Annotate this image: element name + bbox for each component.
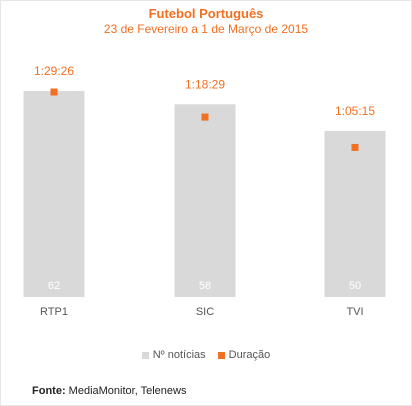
x-tick-label-rtp1: RTP1 bbox=[40, 306, 68, 318]
legend-swatch-point bbox=[217, 351, 225, 359]
bar-sic[interactable] bbox=[174, 104, 236, 298]
point-duracao-rtp1[interactable] bbox=[50, 88, 58, 96]
point-duracao-sic[interactable] bbox=[201, 113, 209, 121]
legend-item-duracao[interactable]: Duração bbox=[217, 349, 271, 361]
bar-rtp1[interactable] bbox=[23, 91, 85, 297]
source-prefix: Fonte: bbox=[32, 385, 66, 397]
legend-swatch-bar bbox=[141, 351, 149, 359]
source-text: MediaMonitor, Telenews bbox=[68, 385, 187, 397]
legend-label-duracao: Duração bbox=[228, 349, 271, 361]
legend-item-noticias[interactable]: Nº notícias bbox=[141, 349, 206, 361]
chart-legend[interactable]: Nº notícias Duração bbox=[0, 349, 412, 361]
bar-value-label-rtp1: 62 bbox=[48, 280, 60, 292]
chart-title: Futebol Português bbox=[148, 6, 264, 21]
bar-tvi[interactable] bbox=[324, 130, 386, 297]
legend-label-noticias: Nº notícias bbox=[152, 349, 206, 361]
bar-value-label-tvi: 50 bbox=[349, 280, 361, 292]
point-label-duracao-rtp1: 1:29:26 bbox=[34, 64, 74, 78]
point-label-duracao-tvi: 1:05:15 bbox=[335, 104, 375, 118]
x-tick-label-sic: SIC bbox=[196, 306, 214, 318]
chart-subtitle: 23 de Fevereiro a 1 de Março de 2015 bbox=[103, 22, 309, 36]
point-label-duracao-sic: 1:18:29 bbox=[185, 77, 225, 91]
x-tick-label-tvi: TVI bbox=[346, 306, 363, 318]
bar-value-label-sic: 58 bbox=[199, 280, 211, 292]
source-note: Fonte: MediaMonitor, Telenews bbox=[32, 385, 186, 397]
point-duracao-tvi[interactable] bbox=[351, 143, 359, 151]
